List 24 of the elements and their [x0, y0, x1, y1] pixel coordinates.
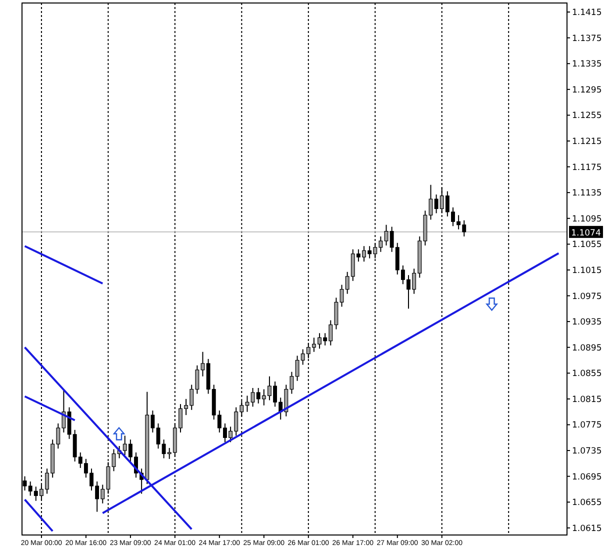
y-tick-label: 1.0775	[572, 420, 602, 431]
y-tick-label: 1.1415	[572, 8, 602, 18]
y-tick-label: 1.0975	[572, 292, 602, 302]
y-tick-label: 1.0855	[572, 369, 602, 380]
y-tick-label: 1.1375	[572, 34, 602, 44]
y-tick-label: 1.1255	[572, 111, 602, 122]
y-tick-label: 1.0935	[572, 318, 602, 328]
y-tick-label: 1.1055	[572, 240, 602, 250]
y-tick-label: 1.1295	[572, 85, 602, 96]
ref-line-label: 1.1074	[571, 228, 601, 238]
y-tick-label: 1.1015	[572, 266, 602, 276]
y-tick-label: 1.0695	[572, 472, 602, 482]
y-tick-label: 1.0735	[572, 446, 602, 457]
y-tick-label: 1.1175	[572, 162, 602, 173]
candlestick	[156, 422, 160, 450]
y-tick-label: 1.0815	[572, 394, 602, 405]
y-tick-label: 1.0615	[572, 524, 602, 534]
y-tick-label: 1.1335	[572, 60, 602, 70]
y-tick-label: 1.0655	[572, 498, 602, 508]
y-tick-label: 1.1095	[572, 214, 602, 224]
y-tick-label: 1.0895	[572, 343, 602, 354]
y-tick-label: 1.1215	[572, 137, 602, 147]
y-tick-label: 1.1135	[572, 188, 602, 199]
candlestick	[428, 184, 433, 220]
